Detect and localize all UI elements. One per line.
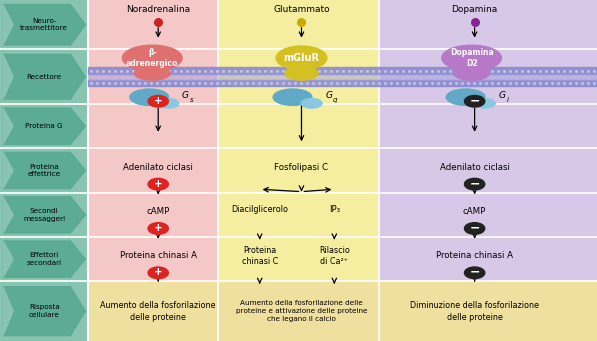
Bar (379, 0, 597, 49)
Polygon shape (3, 241, 85, 277)
Bar (88, 0, 218, 49)
Text: s: s (190, 97, 193, 103)
Polygon shape (3, 241, 13, 277)
Bar (88, 148, 218, 193)
Bar (379, 104, 597, 148)
Text: Aumento della fosforilazione
delle proteine: Aumento della fosforilazione delle prote… (100, 301, 216, 322)
Text: Recettore: Recettore (27, 74, 61, 80)
Circle shape (464, 267, 485, 279)
Text: mGluR: mGluR (284, 53, 319, 63)
Text: IP₃: IP₃ (329, 205, 340, 214)
Text: Proteina G: Proteina G (25, 123, 63, 129)
Ellipse shape (130, 89, 168, 105)
Bar (218, 281, 379, 341)
Text: Rilascio
di Ca²⁺: Rilascio di Ca²⁺ (319, 246, 350, 266)
Polygon shape (3, 108, 85, 144)
Text: G: G (182, 91, 189, 100)
Text: Diacilglicerolo: Diacilglicerolo (231, 205, 288, 214)
Text: i: i (506, 97, 508, 103)
Ellipse shape (158, 99, 179, 108)
Text: −: − (469, 222, 480, 235)
Text: Adenilato ciclasi: Adenilato ciclasi (123, 163, 193, 172)
Ellipse shape (446, 89, 485, 105)
Text: +: + (154, 179, 162, 189)
Bar (0, 0, 88, 341)
Polygon shape (3, 152, 13, 189)
Bar (88, 193, 218, 237)
Text: −: − (469, 177, 480, 190)
Bar (218, 237, 379, 281)
Polygon shape (3, 54, 85, 99)
Polygon shape (3, 108, 13, 144)
Bar (88, 49, 218, 104)
Text: Glutammato: Glutammato (273, 5, 330, 14)
Bar (218, 148, 379, 193)
Ellipse shape (442, 45, 501, 71)
Text: G: G (498, 91, 506, 100)
Polygon shape (3, 287, 85, 336)
Text: +: + (154, 223, 162, 233)
Circle shape (148, 267, 168, 279)
Circle shape (464, 223, 485, 234)
Text: −: − (469, 266, 480, 279)
Polygon shape (3, 4, 13, 45)
Circle shape (148, 95, 168, 107)
Ellipse shape (301, 99, 322, 108)
Text: G: G (325, 91, 333, 100)
Text: Proteina
effettrice: Proteina effettrice (27, 164, 61, 177)
Text: cAMP: cAMP (463, 207, 486, 216)
Bar (218, 49, 379, 104)
Ellipse shape (273, 89, 312, 105)
Text: Dopamina: Dopamina (451, 5, 498, 14)
Ellipse shape (474, 99, 495, 108)
Text: Aumento della fosforilazione delle
proteine e attivazione delle proteine
che leg: Aumento della fosforilazione delle prote… (236, 300, 367, 322)
Circle shape (148, 178, 168, 190)
Bar (379, 148, 597, 193)
Text: Proteina chinasi A: Proteina chinasi A (120, 251, 196, 260)
Polygon shape (3, 54, 13, 99)
Polygon shape (3, 152, 85, 189)
Polygon shape (3, 287, 13, 336)
Text: β-
adrenergico: β- adrenergico (126, 48, 179, 68)
Polygon shape (3, 4, 85, 45)
Text: Proteina chinasi A: Proteina chinasi A (436, 251, 513, 260)
Bar (218, 0, 379, 49)
Ellipse shape (285, 66, 318, 80)
Text: Risposta
cellulare: Risposta cellulare (29, 305, 60, 318)
Ellipse shape (122, 45, 182, 71)
Text: Noradrenalina: Noradrenalina (126, 5, 190, 14)
Bar (379, 193, 597, 237)
Bar (379, 237, 597, 281)
Text: −: − (469, 94, 480, 107)
Polygon shape (3, 197, 13, 233)
Text: Fosfolipasi C: Fosfolipasi C (275, 163, 328, 172)
Text: +: + (154, 267, 162, 278)
Ellipse shape (276, 46, 327, 70)
Bar (218, 104, 379, 148)
Text: Secondi
messaggeri: Secondi messaggeri (23, 208, 65, 222)
Bar (88, 104, 218, 148)
Bar (218, 193, 379, 237)
Bar (88, 281, 597, 341)
Text: Effettori
secondari: Effettori secondari (27, 252, 61, 266)
Text: Adenilato ciclasi: Adenilato ciclasi (439, 163, 510, 172)
Text: Neuro-
trasmettitore: Neuro- trasmettitore (20, 18, 68, 31)
Text: +: + (154, 96, 162, 106)
Circle shape (148, 223, 168, 234)
Text: Diminuzione della fosforilazione
delle proteine: Diminuzione della fosforilazione delle p… (410, 301, 539, 322)
Circle shape (464, 95, 485, 107)
Circle shape (464, 178, 485, 190)
Text: Dopamina
D2: Dopamina D2 (450, 48, 494, 68)
Ellipse shape (454, 66, 490, 80)
Bar (88, 237, 218, 281)
Ellipse shape (134, 66, 170, 80)
Text: q: q (333, 97, 338, 103)
Bar (379, 49, 597, 104)
Bar (88, 281, 218, 341)
Text: cAMP: cAMP (147, 207, 170, 216)
Polygon shape (3, 197, 85, 233)
Text: Proteina
chinasi C: Proteina chinasi C (242, 246, 278, 266)
Bar (379, 281, 597, 341)
